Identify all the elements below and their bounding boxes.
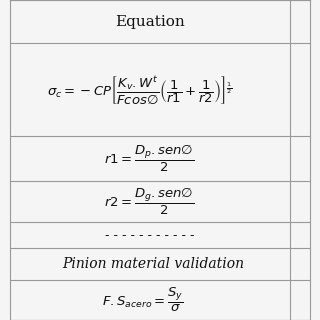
Text: Equation: Equation [115,15,184,28]
Text: $r1 = \dfrac{D_p.sen\varnothing}{2}$: $r1 = \dfrac{D_p.sen\varnothing}{2}$ [104,143,195,174]
Text: $\sigma_c = -CP\left[\dfrac{K_v.W^t}{Fcos\varnothing}\left(\dfrac{1}{r1}+\dfrac{: $\sigma_c = -CP\left[\dfrac{K_v.W^t}{Fco… [47,74,233,106]
Text: $F.S_{acero} = \dfrac{S_y}{\sigma}$: $F.S_{acero} = \dfrac{S_y}{\sigma}$ [102,286,184,314]
Text: $r2 = \dfrac{D_g.sen\varnothing}{2}$: $r2 = \dfrac{D_g.sen\varnothing}{2}$ [104,186,195,217]
Text: - - - - - - - - - - -: - - - - - - - - - - - [105,229,194,242]
Text: Pinion material validation: Pinion material validation [62,257,244,271]
